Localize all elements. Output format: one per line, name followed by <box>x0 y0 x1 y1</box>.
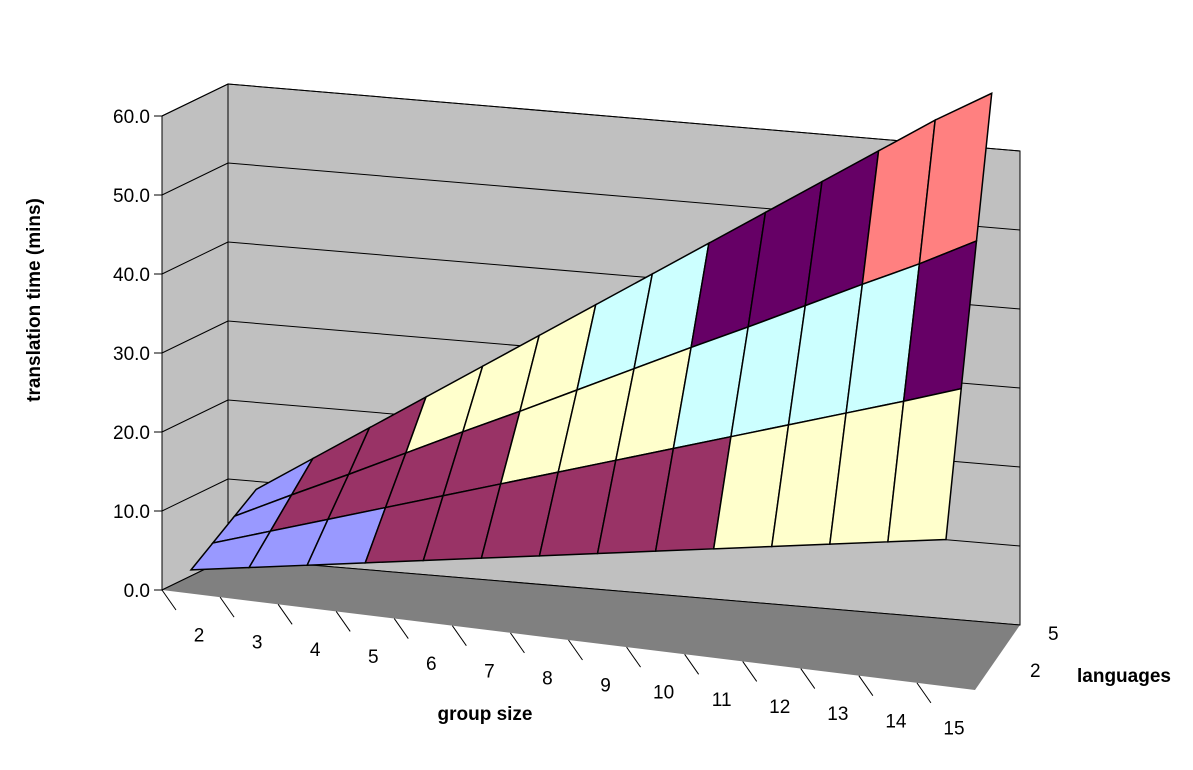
x-tick-label: 14 <box>885 711 907 732</box>
gridline <box>161 83 229 117</box>
x-tick-label: 12 <box>769 697 790 718</box>
y-tick-label: 0.0 <box>124 581 150 602</box>
y-tick-label: 10.0 <box>113 502 150 523</box>
x-tick-label: 2 <box>194 626 205 647</box>
x-tick-mark <box>800 668 816 689</box>
z-tick-label: 5 <box>1048 624 1059 645</box>
tick-labels: 0.0 10.0 20.0 30.0 40.0 50.0 60.0 2 3 4 5 6 7 8 9 10 11 1… <box>113 107 1059 739</box>
y-tick-label: 30.0 <box>113 344 150 365</box>
x-tick-label: 4 <box>310 640 321 661</box>
x-tick-label: 15 <box>943 718 964 739</box>
x-tick-label: 6 <box>426 654 437 675</box>
gridline <box>161 399 229 433</box>
surface-cell <box>887 387 963 543</box>
y-tick-label: 20.0 <box>113 423 150 444</box>
x-tick-mark <box>451 625 467 647</box>
z-axis-title: languages <box>1077 666 1171 687</box>
gridline <box>227 83 1021 152</box>
x-tick-mark <box>916 682 932 704</box>
x-tick-label: 5 <box>368 647 379 668</box>
y-tick-label: 50.0 <box>113 186 150 207</box>
x-tick-mark <box>277 603 293 625</box>
y-axis-title: translation time (mins) <box>24 198 45 402</box>
floor <box>162 558 1020 690</box>
x-tick-mark <box>858 675 874 697</box>
y-tick-label: 40.0 <box>113 265 150 286</box>
x-tick-mark <box>568 639 583 661</box>
z-tick-label: 2 <box>1030 661 1041 682</box>
x-tick-mark <box>335 611 351 632</box>
x-tick-mark <box>219 596 235 618</box>
gridline <box>227 557 1021 626</box>
x-tick-mark <box>626 646 641 668</box>
gridline <box>161 320 229 354</box>
gridline <box>161 241 229 275</box>
surface-plot <box>189 92 993 571</box>
x-tick-label: 13 <box>827 704 848 725</box>
x-tick-label: 9 <box>600 676 611 697</box>
x-tick-mark <box>161 589 177 611</box>
x-tick-label: 10 <box>653 683 674 704</box>
x-tick-mark <box>393 618 409 639</box>
x-tick-mark <box>684 653 700 675</box>
x-axis-title: group size <box>437 704 532 725</box>
x-tick-label: 8 <box>542 668 553 689</box>
gridline <box>161 478 229 512</box>
y-tick-label: 60.0 <box>113 107 150 128</box>
x-tick-mark <box>742 661 758 682</box>
x-tick-label: 7 <box>484 661 495 682</box>
x-tick-label: 3 <box>252 633 263 654</box>
x-tick-label: 11 <box>712 690 732 711</box>
gridline <box>161 162 229 196</box>
x-tick-mark <box>510 632 525 654</box>
